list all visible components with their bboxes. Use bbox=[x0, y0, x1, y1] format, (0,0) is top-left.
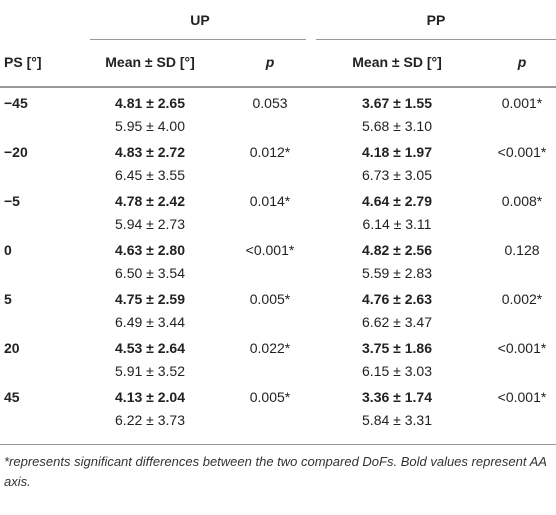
up-mean: 5.91 ± 3.52 bbox=[115, 363, 185, 379]
ps-cell: 45 bbox=[4, 389, 20, 405]
ps-cell: −20 bbox=[4, 144, 28, 160]
pp-mean-aa: 4.76 ± 2.63 bbox=[362, 291, 432, 307]
up-mean: 5.94 ± 2.73 bbox=[115, 216, 185, 232]
up-mean: 6.45 ± 3.55 bbox=[115, 167, 185, 183]
pp-p-value: 0.008* bbox=[501, 193, 543, 209]
column-header: p bbox=[265, 54, 275, 70]
column-header: p bbox=[517, 54, 527, 70]
pp-p-value: 0.128 bbox=[504, 242, 540, 258]
ps-cell: −45 bbox=[4, 95, 28, 111]
ps-cell: 5 bbox=[4, 291, 12, 307]
pp-mean: 5.84 ± 3.31 bbox=[362, 412, 432, 428]
pp-p-value: 0.002* bbox=[501, 291, 543, 307]
up-mean-aa: 4.53 ± 2.64 bbox=[115, 340, 185, 356]
column-header: Mean ± SD [°] bbox=[352, 54, 442, 70]
group-header: UP bbox=[190, 12, 210, 28]
ps-cell: −5 bbox=[4, 193, 20, 209]
up-mean-aa: 4.78 ± 2.42 bbox=[115, 193, 185, 209]
group-header: PP bbox=[426, 12, 446, 28]
up-mean: 6.49 ± 3.44 bbox=[115, 314, 185, 330]
up-p-value: 0.005* bbox=[249, 291, 291, 307]
ps-cell: 20 bbox=[4, 340, 20, 356]
pp-p-value: 0.001* bbox=[501, 95, 543, 111]
up-mean-aa: 4.83 ± 2.72 bbox=[115, 144, 185, 160]
group-rule bbox=[316, 39, 556, 40]
up-p-value: 0.014* bbox=[249, 193, 291, 209]
ps-cell: 0 bbox=[4, 242, 12, 258]
up-mean-aa: 4.81 ± 2.65 bbox=[115, 95, 185, 111]
pp-p-value: <0.001* bbox=[497, 389, 547, 405]
footnote: *represents significant differences betw… bbox=[4, 454, 547, 489]
pp-mean-aa: 4.82 ± 2.56 bbox=[362, 242, 432, 258]
pp-mean-aa: 3.75 ± 1.86 bbox=[362, 340, 432, 356]
pp-mean-aa: 3.36 ± 1.74 bbox=[362, 389, 432, 405]
column-header: PS [°] bbox=[4, 54, 42, 70]
group-rule bbox=[90, 39, 306, 40]
pp-mean-aa: 4.64 ± 2.79 bbox=[362, 193, 432, 209]
column-header: Mean ± SD [°] bbox=[105, 54, 195, 70]
pp-p-value: <0.001* bbox=[497, 144, 547, 160]
up-p-value: 0.022* bbox=[249, 340, 291, 356]
pp-mean: 6.14 ± 3.11 bbox=[362, 216, 432, 232]
up-mean-aa: 4.63 ± 2.80 bbox=[115, 242, 185, 258]
pp-mean: 6.62 ± 3.47 bbox=[362, 314, 432, 330]
pp-p-value: <0.001* bbox=[497, 340, 547, 356]
pp-mean: 6.73 ± 3.05 bbox=[362, 167, 432, 183]
up-p-value: 0.005* bbox=[249, 389, 291, 405]
up-p-value: <0.001* bbox=[245, 242, 295, 258]
pp-mean-aa: 3.67 ± 1.55 bbox=[362, 95, 432, 111]
up-mean: 5.95 ± 4.00 bbox=[115, 118, 185, 134]
up-mean-aa: 4.13 ± 2.04 bbox=[115, 389, 185, 405]
up-p-value: 0.053 bbox=[252, 95, 288, 111]
up-mean: 6.22 ± 3.73 bbox=[115, 412, 185, 428]
bottom-rule bbox=[0, 444, 556, 445]
up-mean: 6.50 ± 3.54 bbox=[115, 265, 185, 281]
pp-mean: 5.68 ± 3.10 bbox=[362, 118, 432, 134]
pp-mean: 6.15 ± 3.03 bbox=[362, 363, 432, 379]
header-rule bbox=[0, 86, 556, 88]
pp-mean-aa: 4.18 ± 1.97 bbox=[362, 144, 432, 160]
up-p-value: 0.012* bbox=[249, 144, 291, 160]
pp-mean: 5.59 ± 2.83 bbox=[362, 265, 432, 281]
up-mean-aa: 4.75 ± 2.59 bbox=[115, 291, 185, 307]
